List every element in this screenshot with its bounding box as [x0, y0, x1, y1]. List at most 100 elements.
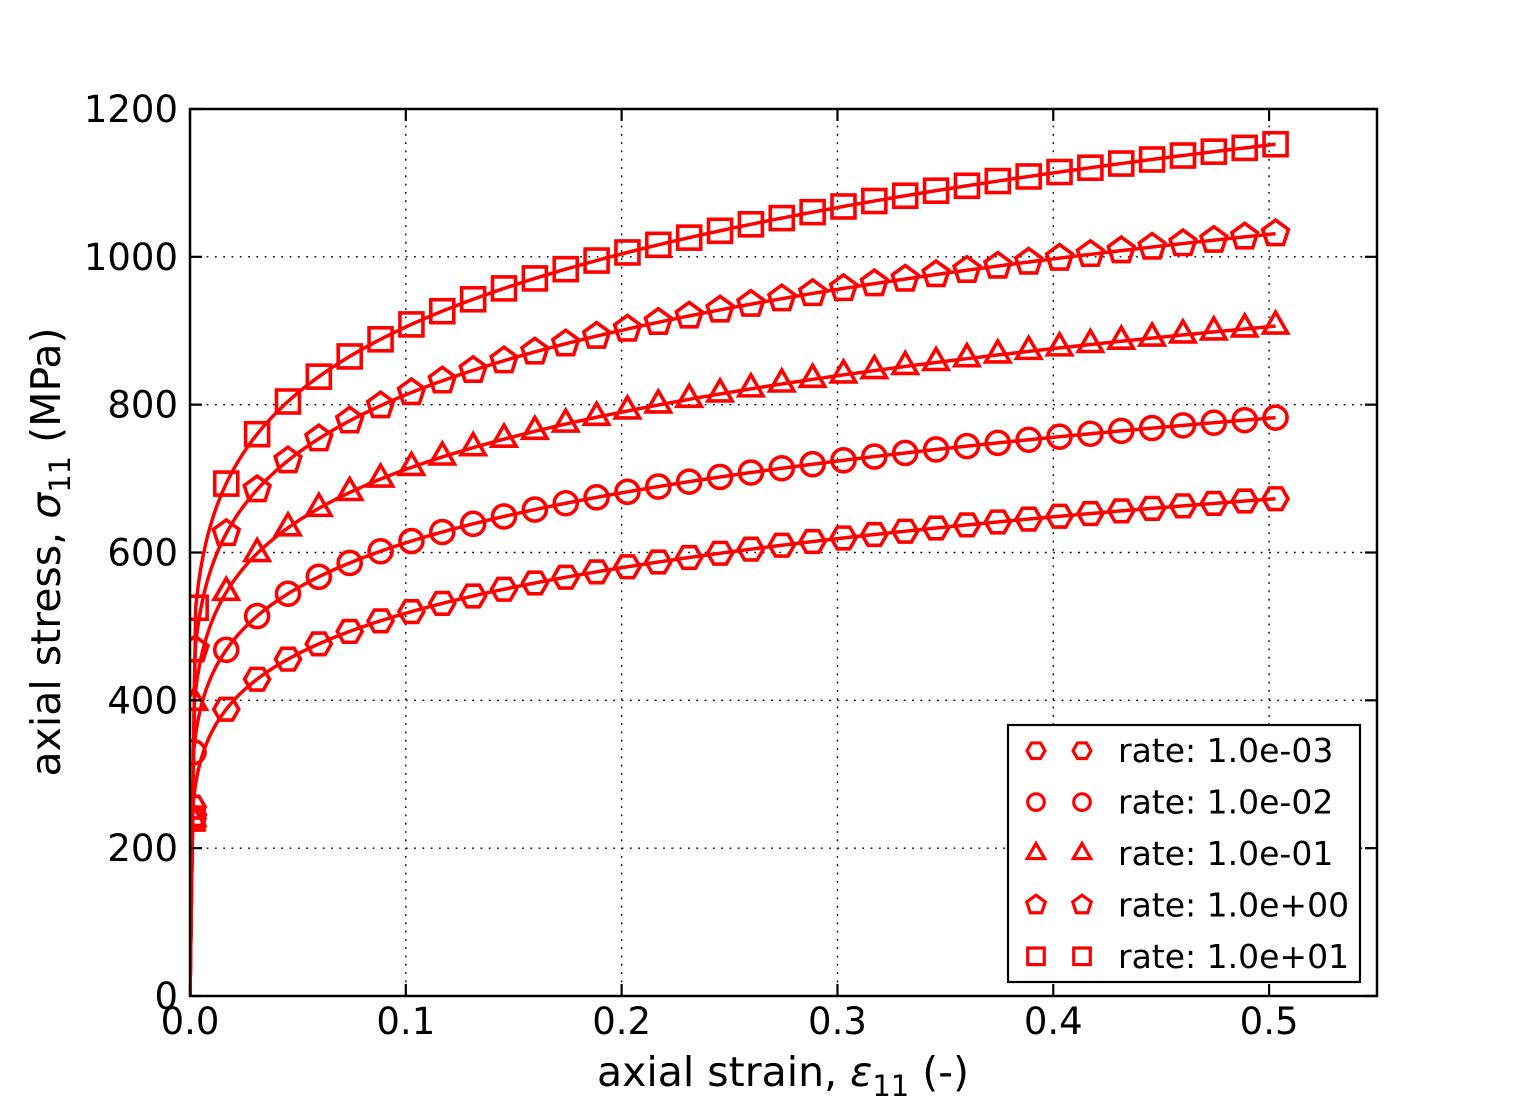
ylabel-axis-label: axial stress, σ11 (MPa)	[22, 327, 77, 776]
hexagon-marker-icon	[1014, 506, 1044, 532]
series-line-4	[190, 142, 1276, 996]
y-tick-label: 0	[154, 975, 178, 1018]
square-marker-icon	[891, 182, 919, 210]
square-marker-icon	[922, 177, 950, 204]
series-circle	[190, 404, 1289, 996]
legend: rate: 1.0e-03 rate: 1.0e-02 rate: 1.0e-01 r…	[1006, 723, 1362, 984]
hexagon-marker-icon	[983, 509, 1013, 535]
pentagon-marker-icon	[489, 344, 519, 374]
legend-item: rate: 1.0e-01	[1024, 834, 1333, 873]
hexagon-marker-icon	[1044, 503, 1075, 529]
triangle-marker-icon	[365, 461, 396, 488]
triangle-marker-icon	[920, 344, 952, 372]
circle-marker-icon	[953, 432, 981, 460]
triangle-marker-icon	[396, 449, 427, 477]
hexagon-marker-icon	[427, 590, 457, 617]
triangle-marker-icon	[1229, 311, 1260, 338]
circle-marker-icon	[614, 478, 641, 506]
pentagon-marker-icon	[1075, 238, 1106, 268]
circle-marker-icon	[799, 450, 826, 478]
series-pentagon	[190, 217, 1291, 996]
circle-marker-icon	[737, 459, 765, 486]
pentagon-marker-icon	[735, 288, 766, 317]
y-tick-label: 200	[107, 827, 178, 870]
square-marker-icon	[398, 311, 425, 338]
hexagon-marker-icon	[520, 570, 550, 596]
circle-marker-icon	[428, 518, 456, 546]
hexagon-marker-icon	[798, 528, 828, 555]
circle-marker-icon	[1200, 409, 1228, 437]
triangle-marker-icon	[488, 421, 520, 448]
triangle-marker-icon	[859, 353, 890, 380]
pentagon-marker-icon	[1106, 234, 1137, 264]
square-marker-icon	[521, 265, 549, 292]
pentagon-marker-icon	[921, 258, 952, 288]
pentagon-marker-icon	[1229, 221, 1260, 250]
triangle-marker-icon	[889, 348, 921, 376]
hexagon-marker-icon	[952, 512, 982, 538]
triangle-marker-icon	[612, 393, 643, 420]
series-line-2	[190, 324, 1276, 996]
hexagon-marker-icon	[1230, 488, 1260, 514]
pentagon-marker-icon	[1137, 231, 1168, 260]
square-marker-icon	[1026, 946, 1046, 967]
x-tick-label: 0.1	[376, 1000, 435, 1043]
square-marker-icon	[737, 211, 765, 238]
triangle-marker-icon	[1167, 317, 1199, 344]
y-tick-label: 800	[107, 384, 178, 427]
square-marker-icon	[190, 594, 209, 622]
legend-label: rate: 1.0e-03	[1118, 731, 1333, 770]
hexagon-marker-icon	[396, 598, 427, 625]
triangle-marker-icon	[1106, 323, 1137, 351]
triangle-marker-icon	[1136, 320, 1168, 347]
triangle-marker-icon	[1198, 314, 1230, 341]
pentagon-marker-icon	[427, 365, 458, 394]
x-tick-label: 0.0	[161, 1000, 220, 1043]
circle-marker-icon	[1107, 417, 1135, 445]
circle-marker-icon	[398, 527, 425, 555]
hexagon-marker-icon	[1075, 500, 1105, 527]
square-marker-icon	[1169, 142, 1197, 169]
hexagon-marker-icon	[365, 608, 396, 634]
legend-label: rate: 1.0e+00	[1118, 885, 1349, 924]
circle-marker-icon	[830, 447, 857, 474]
y-tick-label: 400	[107, 679, 178, 722]
y-tick-label: 1000	[84, 236, 178, 279]
triangle-marker-icon	[673, 381, 705, 409]
pentagon-marker-icon	[1013, 246, 1044, 275]
circle-marker-icon	[521, 496, 549, 523]
x-tick-label: 0.3	[808, 1000, 867, 1043]
hexagon-marker-icon	[921, 515, 951, 541]
triangle-marker-icon	[1013, 333, 1044, 361]
hexagon-marker-icon	[242, 666, 272, 692]
x-tick-label: 0.2	[592, 1000, 651, 1043]
hexagon-marker-icon	[1106, 498, 1136, 524]
square-marker-icon	[1072, 946, 1092, 967]
hexagon-marker-icon	[736, 536, 766, 562]
legend-item: rate: 1.0e-03	[1025, 731, 1333, 770]
triangle-marker-icon	[272, 510, 304, 537]
triangle-marker-icon	[427, 439, 458, 466]
circle-marker-icon	[490, 503, 518, 530]
circle-marker-icon	[1046, 423, 1073, 450]
square-marker-icon	[305, 363, 333, 390]
pentagon-marker-icon	[766, 282, 797, 312]
triangle-marker-icon	[1260, 308, 1291, 335]
square-marker-icon	[675, 224, 703, 251]
hexagon-marker-icon	[551, 564, 581, 590]
legend-box	[1006, 723, 1362, 984]
pentagon-marker-icon	[581, 320, 612, 349]
circle-marker-icon	[1169, 412, 1197, 439]
circle-marker-icon	[274, 580, 302, 608]
square-marker-icon	[1107, 150, 1135, 177]
circle-marker-icon	[336, 549, 364, 577]
xlabel-axis-label: axial strain, ε11 (-)	[597, 1048, 969, 1103]
triangle-marker-icon	[334, 474, 365, 502]
square-marker-icon	[552, 255, 580, 283]
legend-item: rate: 1.0e-02	[1026, 783, 1333, 822]
square-marker-icon	[243, 420, 271, 448]
tick-labels: 0.0 0.1 0.2 0.3 0.4 0.5 0 200 400 600 800 1000 1200	[84, 88, 1299, 1043]
triangle-marker-icon	[982, 337, 1014, 364]
